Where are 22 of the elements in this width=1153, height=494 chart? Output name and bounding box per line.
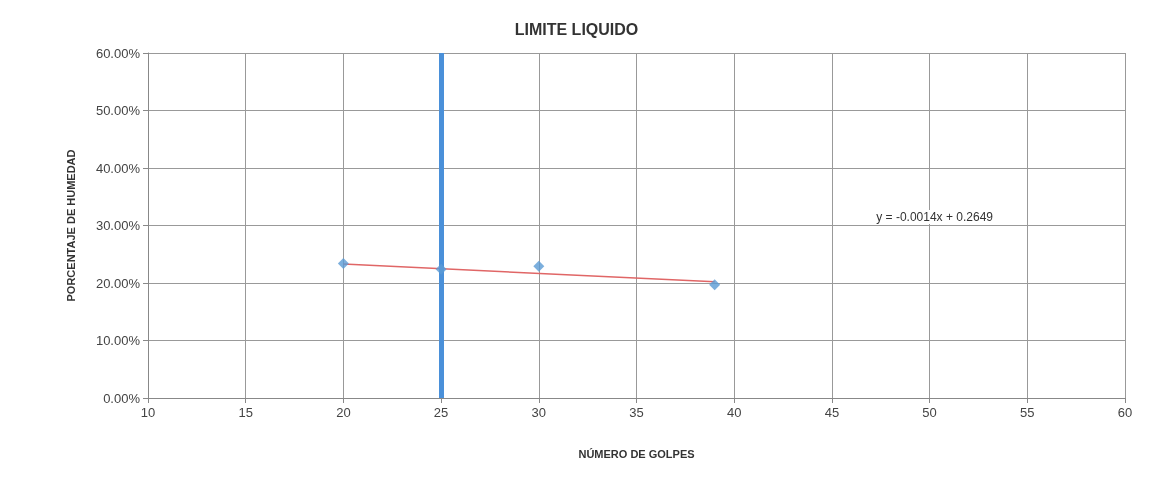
y-tick-label: 40.00% xyxy=(95,160,141,176)
y-tick-label: 60.00% xyxy=(95,45,141,61)
annotation: y = -0.0014x + 0.2649 xyxy=(876,210,994,224)
x-tick-label: 15 xyxy=(238,405,253,420)
x-tick-label: 40 xyxy=(726,405,742,420)
x-tick-label: 30 xyxy=(531,405,547,420)
x-tick-label: 20 xyxy=(336,405,351,420)
y-axis-title: PORCENTAJE DE HUMEDAD xyxy=(64,149,77,302)
y-tick-label: 10.00% xyxy=(95,333,141,348)
x-tick-label: 50 xyxy=(922,405,937,420)
x-axis-title: NÚMERO DE GOLPES xyxy=(578,447,695,460)
x-tick-label: 60 xyxy=(1117,405,1133,420)
chart-title: LIMITE LIQUIDO xyxy=(514,20,639,38)
y-tick-label: 0.00% xyxy=(103,390,141,406)
x-tick-label: 45 xyxy=(824,405,840,420)
x-tick-label: 10 xyxy=(140,405,156,420)
y-tick-label: 20.00% xyxy=(95,275,141,291)
x-tick-label: 35 xyxy=(629,405,644,420)
x-tick-label: 25 xyxy=(433,405,449,420)
y-tick-label: 30.00% xyxy=(95,218,141,233)
x-tick-label: 55 xyxy=(1020,405,1035,420)
y-tick-label: 50.00% xyxy=(95,103,141,118)
